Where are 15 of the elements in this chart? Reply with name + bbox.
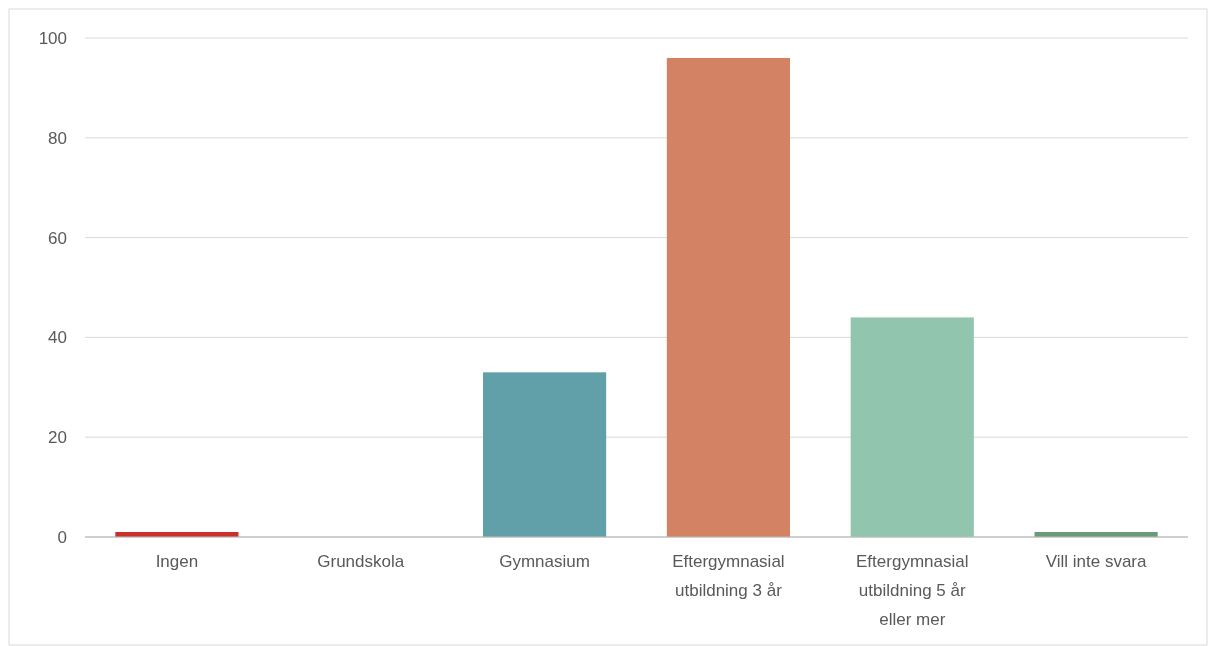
y-tick-label: 40 (48, 328, 67, 348)
bar (483, 372, 607, 537)
y-tick-label: 0 (57, 527, 67, 547)
y-tick-label: 20 (48, 428, 67, 448)
bar (666, 57, 790, 537)
x-tick-label: Ingen (155, 552, 199, 571)
x-tick-label: Vill inte svara (1045, 552, 1148, 571)
x-tick-label: Grundskola (317, 552, 405, 571)
y-tick-label: 80 (48, 128, 67, 148)
x-tick-label: Gymnasium (499, 552, 590, 571)
x-tick-label: Eftergymnasial utbildning 3 år (672, 552, 785, 600)
bar (850, 317, 974, 537)
y-tick-label: 60 (48, 228, 67, 248)
x-tick-label: Eftergymnasial utbildning 5 år eller mer (856, 552, 969, 629)
y-tick-label: 100 (38, 28, 67, 48)
